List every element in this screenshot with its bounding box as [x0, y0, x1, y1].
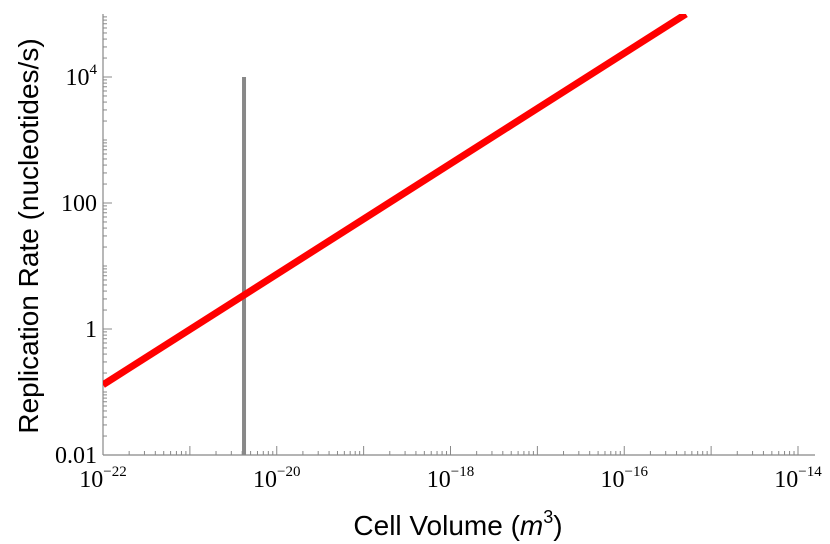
- plot-marks: [103, 14, 688, 455]
- y-axis-title: Replication Rate (nucleotides/s): [13, 38, 44, 433]
- x-tick-labels: 10−22 10−20 10−18 10−16 10−14: [79, 464, 822, 493]
- x-tick-label: 10−20: [253, 464, 300, 493]
- y-tick-labels: 0.01 1 100 104: [55, 62, 98, 469]
- minor-ticks: [102, 16, 799, 456]
- y-tick-label: 1: [85, 317, 97, 343]
- series-line-0: [103, 14, 688, 388]
- x-tick-label: 10−16: [601, 464, 649, 493]
- y-tick-label: 0.01: [55, 443, 97, 469]
- x-axis-title: Cell Volume (m3): [353, 507, 562, 541]
- x-tick-label: 10−18: [427, 464, 474, 493]
- plot-frame: [102, 14, 815, 456]
- x-tick-label: 10−14: [774, 464, 822, 493]
- x-tick-label: 10−22: [79, 464, 126, 493]
- y-tick-label: 100: [61, 191, 97, 217]
- y-tick-label: 104: [66, 62, 98, 91]
